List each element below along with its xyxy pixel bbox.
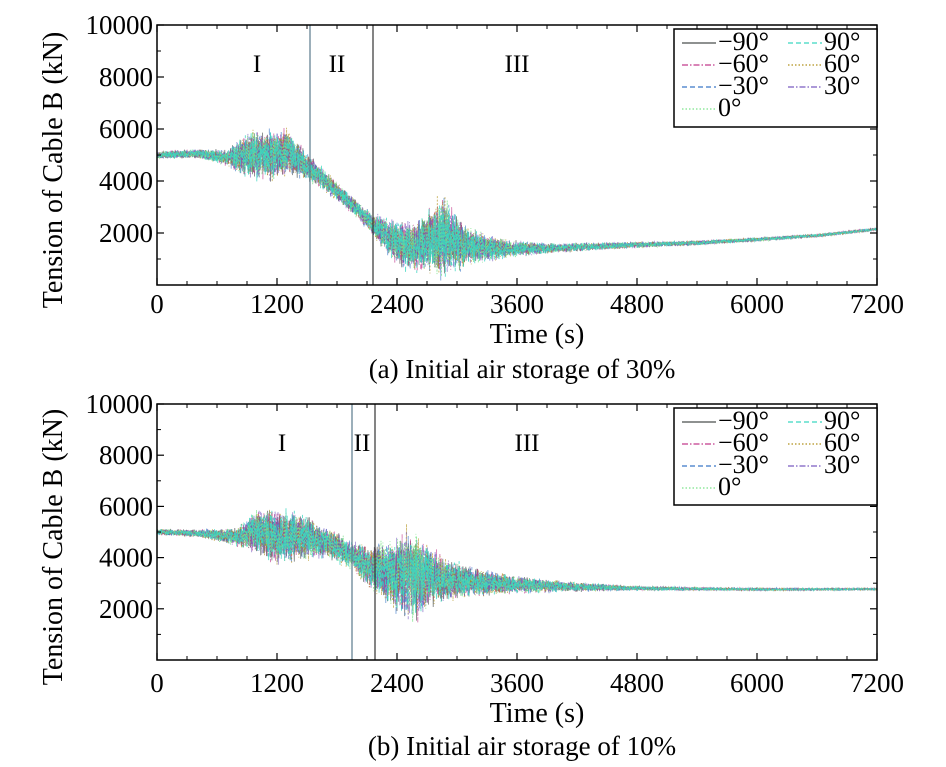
x-tick-label: 4800 (610, 289, 664, 319)
region-label: II (354, 430, 371, 457)
legend-label: 30° (824, 450, 860, 479)
x-tick-label: 1200 (250, 289, 304, 319)
legend-label: 90° (824, 406, 860, 435)
x-tick-label: 1200 (250, 668, 304, 698)
x-tick-label: 4800 (610, 668, 664, 698)
x-tick-label: 2400 (370, 668, 424, 698)
legend-label: −30° (718, 71, 769, 100)
legend-box (673, 28, 878, 128)
series-line (157, 509, 877, 623)
legend-label: −30° (718, 450, 769, 479)
legend-label: 60° (824, 428, 860, 457)
legend: −90°−60°−30°0° 90°60°30° (673, 27, 878, 128)
region-label: III (515, 430, 540, 457)
x-tick-label: 0 (150, 668, 164, 698)
legend-label: −90° (718, 27, 769, 56)
legend-label: 0° (718, 93, 741, 122)
series-line (157, 131, 877, 277)
y-tick-label: 4000 (99, 543, 153, 573)
y-tick-label: 2000 (99, 218, 153, 248)
legend-label: −90° (718, 406, 769, 435)
y-axis-title: Tension of Cable B (kN) (38, 32, 69, 308)
y-tick-label: 6000 (99, 114, 153, 144)
legend-label: 30° (824, 71, 860, 100)
y-tick-label: 10000 (86, 10, 154, 40)
series-line (157, 510, 877, 620)
x-tick-label: 7200 (850, 668, 904, 698)
x-tick-label: 6000 (730, 289, 784, 319)
x-tick-label: 0 (150, 289, 164, 319)
x-tick-label: 3600 (490, 289, 544, 319)
region-label: I (253, 51, 261, 78)
x-tick-label: 2400 (370, 289, 424, 319)
legend-label: 0° (718, 472, 741, 501)
figure-caption: (a) Initial air storage of 30% (369, 354, 676, 384)
x-tick-label: 6000 (730, 668, 784, 698)
x-tick-label: 3600 (490, 668, 544, 698)
region-label: III (505, 51, 530, 78)
y-tick-label: 8000 (99, 62, 153, 92)
legend-label: 90° (824, 27, 860, 56)
region-label: II (329, 51, 346, 78)
series-group (157, 127, 877, 281)
figure-caption: (b) Initial air storage of 10% (368, 731, 676, 761)
y-tick-label: 8000 (99, 440, 153, 470)
y-tick-label: 6000 (99, 491, 153, 521)
y-tick-label: 10000 (86, 389, 154, 419)
legend-label: 60° (824, 49, 860, 78)
y-tick-label: 2000 (99, 594, 153, 624)
x-axis-title: Time (s) (490, 698, 585, 729)
y-axis-title: Tension of Cable B (kN) (38, 409, 69, 685)
legend-label: −60° (718, 428, 769, 457)
series-group (157, 508, 877, 623)
x-axis-title: Time (s) (490, 319, 585, 350)
legend: −90°−60°−30°0° 90°60°30° (673, 406, 878, 506)
series-line (157, 510, 877, 621)
legend-label: −60° (718, 49, 769, 78)
series-line (157, 508, 877, 613)
x-tick-label: 7200 (850, 289, 904, 319)
region-label: I (278, 430, 286, 457)
y-tick-label: 4000 (99, 166, 153, 196)
legend-box (673, 407, 878, 506)
